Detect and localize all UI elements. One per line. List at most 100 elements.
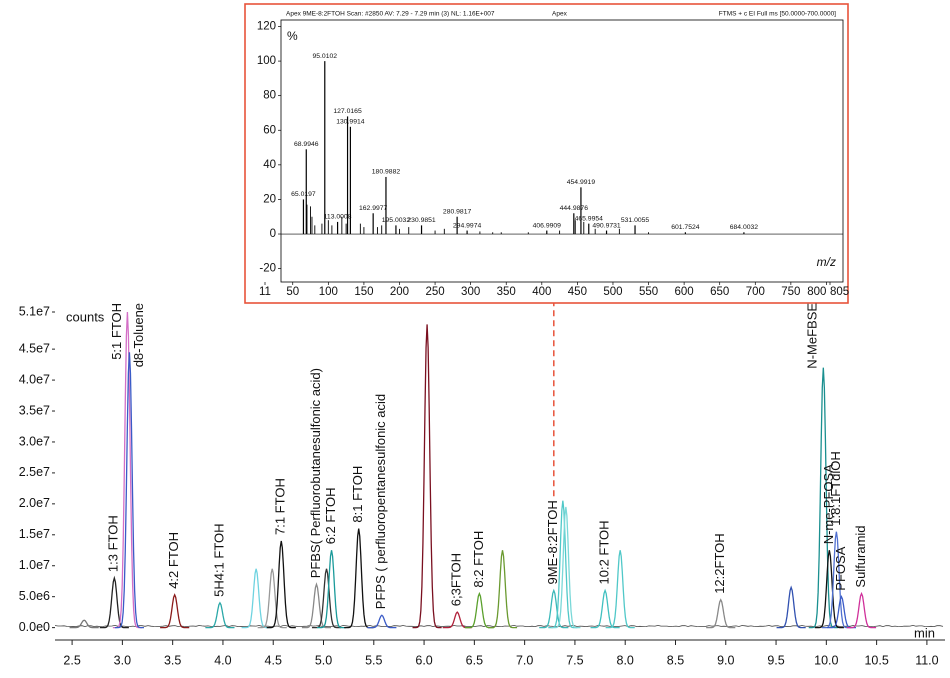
stick-label: 601.7524: [671, 224, 700, 231]
peak: [344, 528, 374, 629]
stick-label: 454.9919: [567, 179, 596, 186]
inset-x-tick-label: 650: [710, 286, 729, 298]
peak: [316, 550, 347, 629]
inset-x-tick-label: 250: [425, 286, 444, 298]
x-axis-label: min: [914, 625, 935, 640]
inset-x-tick-label: 800: [807, 286, 826, 298]
inset-x-label: m/z: [817, 255, 836, 269]
peak: [241, 568, 271, 629]
y-tick-label: 2.0e7: [19, 496, 50, 510]
inset-y-tick-label: 80: [263, 90, 276, 102]
x-tick-label: 9.5: [767, 653, 784, 667]
peak: [821, 531, 851, 629]
x-tick-label: 3.0: [114, 653, 131, 667]
x-tick-label: 6.0: [415, 653, 432, 667]
inset-y-tick-label: 20: [263, 193, 276, 205]
peak: [257, 568, 287, 629]
inset-y-tick-label: 120: [257, 21, 276, 33]
inset-x-tick-label: 750: [781, 286, 800, 298]
peak-label: 10:2 FTOH: [597, 520, 612, 584]
peak: [442, 611, 472, 629]
stick-label: 684.0032: [730, 224, 759, 231]
peak: [367, 614, 397, 629]
peak-label: 1:3 FTOH: [106, 515, 121, 572]
stick-label: 531.0055: [621, 217, 650, 224]
stick-label: 280.9817: [443, 209, 472, 216]
stick-label: 230.9851: [407, 217, 436, 224]
inset-x-tick-label: 50: [286, 286, 299, 298]
stick-label: 444.9876: [560, 205, 589, 212]
y-axis-label: counts: [66, 309, 105, 324]
scan-filter: FTMS + c EI Full ms [50.0000-700.0000]: [719, 11, 836, 18]
y-tick-label: 2.5e7: [19, 465, 50, 479]
peak: [590, 588, 620, 629]
peak: [605, 550, 635, 629]
stick-label: 406.9909: [533, 222, 562, 229]
x-tick-label: 9.0: [717, 653, 734, 667]
y-tick-label: 4.0e7: [19, 372, 50, 386]
x-tick-label: 6.5: [466, 653, 483, 667]
inset-plot-frame: [280, 19, 844, 283]
inset-x-tick-label: 150: [354, 286, 373, 298]
peak-label: 6:2 FTOH: [323, 487, 338, 544]
inset-y-tick-label: 40: [263, 159, 276, 171]
peak-label: 5H4:1 FTOH: [211, 523, 226, 596]
inset-y-tick-label: 100: [257, 55, 276, 67]
peak-label: 1:8:1FTdiOH: [828, 451, 843, 525]
x-tick-label: 2.5: [63, 653, 80, 667]
inset-x-tick-label: 450: [568, 286, 587, 298]
peak-label: 8:1 FTOH: [350, 466, 365, 523]
peak: [69, 619, 99, 629]
peak: [99, 575, 129, 629]
peak: [412, 324, 442, 629]
stick-label: 294.9974: [453, 222, 482, 229]
inset-x-tick-label: 700: [746, 286, 765, 298]
inset-y-tick-label: -20: [259, 263, 276, 275]
peak: [814, 550, 844, 629]
peak: [114, 352, 144, 629]
peak: [846, 591, 877, 629]
inset-y-label: %: [287, 29, 298, 43]
peak-label: 8:2 FTOH: [471, 531, 486, 588]
inset-x-tick-label: 200: [390, 286, 409, 298]
inset-x-tick-label: 550: [639, 286, 658, 298]
stick-label: 162.9977: [359, 205, 388, 212]
peak: [301, 582, 332, 629]
y-tick-label: 1.0e7: [19, 558, 50, 572]
inset-x-tick-label: 300: [461, 286, 480, 298]
peak: [776, 585, 806, 629]
inset-x-tick-label: 500: [603, 286, 622, 298]
baseline-trace: [54, 624, 944, 628]
x-tick-label: 7.0: [516, 653, 533, 667]
stick-label: 465.9954: [575, 215, 604, 222]
inset-x-tick-label: 805: [830, 286, 849, 298]
stick-label: 95.0102: [312, 53, 337, 60]
x-tick-label: 8.5: [667, 653, 684, 667]
inset-frame: [244, 3, 849, 304]
x-tick-label: 4.0: [214, 653, 231, 667]
apex-label: Apex: [552, 11, 568, 18]
inset-y-tick-label: 60: [263, 124, 276, 136]
stick-label: 490.9731: [592, 222, 621, 229]
x-tick-label: 5.5: [365, 653, 382, 667]
y-tick-label: 3.0e7: [19, 434, 50, 448]
peak: [551, 506, 581, 629]
stick-label: 130.9914: [336, 119, 365, 126]
inset-x-tick-label: 600: [675, 286, 694, 298]
peak: [464, 591, 494, 629]
peak: [706, 598, 736, 629]
peak-label: 4:2 FTOH: [166, 532, 181, 589]
y-tick-label: 0.0e0: [19, 620, 50, 634]
peak: [266, 540, 296, 629]
peak: [487, 550, 518, 629]
scan-info: Apex 9ME-8:2FTOH Scan: #2850 AV: 7.29 - …: [286, 11, 495, 18]
peak-label: PFOSA: [833, 546, 848, 590]
peak: [311, 568, 342, 629]
peak-label: d8-Toluene: [131, 303, 146, 367]
stick-label: 127.0165: [333, 108, 362, 115]
x-tick-label: 10.0: [814, 653, 838, 667]
peak-label: N-MeFBSE: [805, 303, 820, 369]
stick-label: 195.0032: [382, 217, 411, 224]
peak-label: 6;3FTOH: [449, 553, 464, 606]
